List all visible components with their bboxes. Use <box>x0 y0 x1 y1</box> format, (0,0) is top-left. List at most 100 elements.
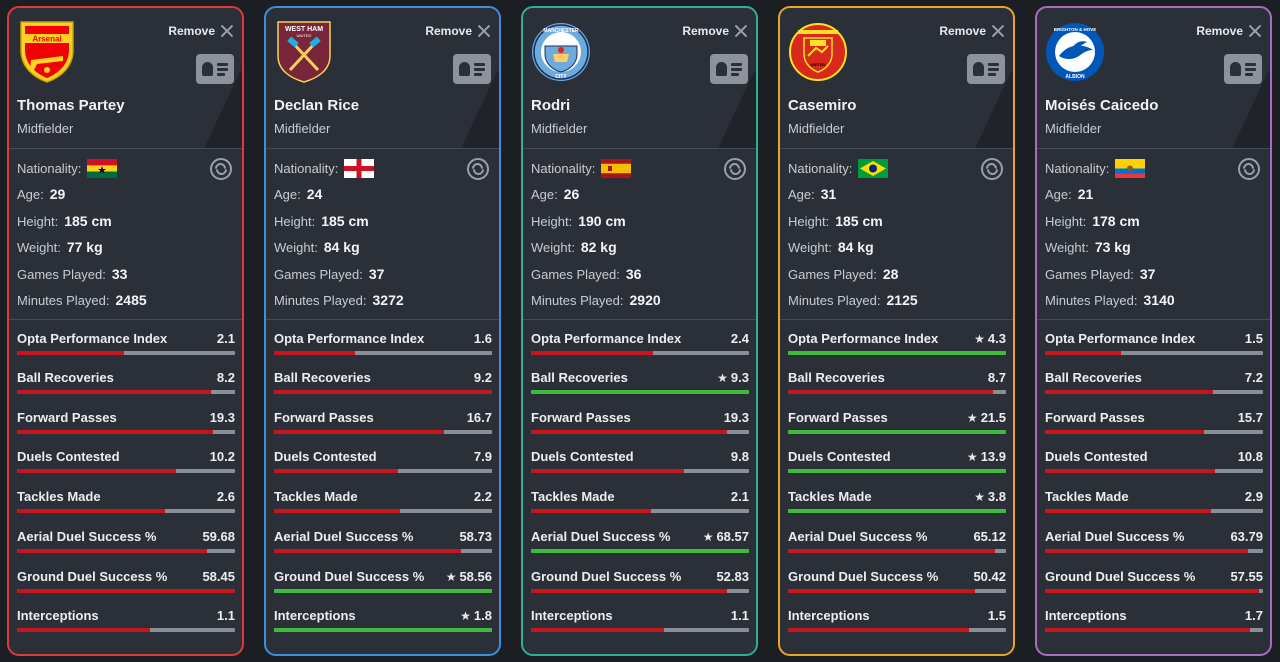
remove-button[interactable]: Remove <box>168 22 234 40</box>
minutes-value: 2125 <box>886 292 918 308</box>
remove-label: Remove <box>425 24 472 38</box>
stat-label: Aerial Duel Success % <box>788 529 928 544</box>
player-card: WEST HAM UNITED Remove Declan Rice Midfielde… <box>264 6 501 656</box>
nationality-row: Nationality: <box>788 158 889 178</box>
card-header: Arsenal Remove Thomas Partey Midfielder <box>9 8 242 148</box>
games-row: Games Played: 33 <box>17 264 127 284</box>
stat-label: Aerial Duel Success % <box>1045 529 1185 544</box>
stat-row: Ground Duel Success % 57.55 <box>1045 569 1263 603</box>
stat-row: Opta Performance Index 2.1 <box>17 331 235 365</box>
stat-value: ★ 13.9 <box>967 449 1006 464</box>
ecuador-flag-icon <box>1115 158 1146 178</box>
player-name[interactable]: Declan Rice <box>274 97 360 114</box>
stat-number: 68.57 <box>716 529 749 544</box>
stat-number: 4.3 <box>987 331 1006 346</box>
swap-player-icon[interactable] <box>210 158 232 180</box>
stat-bar <box>274 469 492 473</box>
stat-label: Tackles Made <box>788 489 872 504</box>
age-label: Age: <box>17 186 44 202</box>
stat-bar <box>531 549 749 553</box>
stat-number: 2.2 <box>473 489 492 504</box>
height-label: Height: <box>788 213 830 229</box>
stat-row: Tackles Made ★ 3.8 <box>788 489 1006 523</box>
player-name[interactable]: Casemiro <box>788 97 857 114</box>
stat-value: 50.42 <box>973 569 1006 584</box>
stat-row: Aerial Duel Success % ★ 68.57 <box>531 529 749 563</box>
stat-row: Ball Recoveries ★ 9.3 <box>531 370 749 404</box>
swap-player-icon[interactable] <box>724 158 746 180</box>
remove-button[interactable]: Remove <box>939 22 1005 40</box>
remove-button[interactable]: Remove <box>1196 22 1262 40</box>
stat-row: Opta Performance Index ★ 4.3 <box>788 331 1006 365</box>
games-label: Games Played: <box>17 266 106 282</box>
player-name[interactable]: Thomas Partey <box>17 97 125 114</box>
stat-label: Ball Recoveries <box>531 370 628 385</box>
swap-player-icon[interactable] <box>1238 158 1260 180</box>
player-name[interactable]: Rodri <box>531 97 571 114</box>
stat-label: Aerial Duel Success % <box>274 529 414 544</box>
stat-bar <box>531 628 749 632</box>
stat-row: Ground Duel Success % 52.83 <box>531 569 749 603</box>
age-value: 29 <box>49 186 66 202</box>
weight-label: Weight: <box>531 239 575 255</box>
id-card-icon[interactable] <box>710 54 748 84</box>
stat-bar <box>531 390 749 394</box>
england-flag-icon <box>344 158 375 178</box>
stat-label: Interceptions <box>17 608 99 623</box>
remove-label: Remove <box>168 24 215 38</box>
stat-bar <box>17 351 235 355</box>
player-name[interactable]: Moisés Caicedo <box>1045 97 1159 114</box>
stat-value: 7.9 <box>474 449 492 464</box>
id-card-icon[interactable] <box>967 54 1005 84</box>
weight-label: Weight: <box>788 239 832 255</box>
games-row: Games Played: 36 <box>531 264 641 284</box>
weight-row: Weight: 84 kg <box>788 237 874 257</box>
id-card-icon[interactable] <box>453 54 491 84</box>
stat-number: 9.2 <box>473 370 492 385</box>
stat-row: Ball Recoveries 9.2 <box>274 370 492 404</box>
stat-bar-fill <box>788 430 1006 434</box>
stat-number: 2.1 <box>216 331 235 346</box>
stat-row: Tackles Made 2.1 <box>531 489 749 523</box>
spain-flag-icon <box>601 158 632 178</box>
weight-value: 82 kg <box>580 239 617 255</box>
stat-bar <box>788 509 1006 513</box>
stat-number: 57.55 <box>1230 569 1263 584</box>
stat-value: 59.68 <box>202 529 235 544</box>
stat-label: Ball Recoveries <box>1045 370 1142 385</box>
height-value: 190 cm <box>578 213 626 229</box>
stat-value: ★ 3.8 <box>974 489 1006 504</box>
remove-label: Remove <box>1196 24 1243 38</box>
divider <box>780 148 1013 149</box>
age-row: Age: 21 <box>1045 184 1093 204</box>
stat-row: Ground Duel Success % 50.42 <box>788 569 1006 603</box>
stat-row: Forward Passes ★ 21.5 <box>788 410 1006 444</box>
stat-bar-fill <box>788 469 1006 473</box>
stat-value: ★ 21.5 <box>967 410 1006 425</box>
age-label: Age: <box>274 186 301 202</box>
remove-button[interactable]: Remove <box>682 22 748 40</box>
stat-label: Forward Passes <box>1045 410 1145 425</box>
stat-value: ★ 4.3 <box>974 331 1006 346</box>
stat-bar-fill <box>17 589 235 593</box>
stat-number: 65.12 <box>973 529 1006 544</box>
stat-label: Opta Performance Index <box>531 331 682 346</box>
minutes-label: Minutes Played: <box>788 292 881 308</box>
swap-player-icon[interactable] <box>467 158 489 180</box>
stat-label: Ground Duel Success % <box>531 569 682 584</box>
remove-button[interactable]: Remove <box>425 22 491 40</box>
close-icon <box>734 24 748 38</box>
id-card-icon[interactable] <box>196 54 234 84</box>
stat-row: Interceptions 1.1 <box>531 608 749 642</box>
stat-value: 2.1 <box>217 331 235 346</box>
stat-bar-fill <box>531 509 651 513</box>
stat-bar-fill <box>17 390 212 394</box>
swap-player-icon[interactable] <box>981 158 1003 180</box>
svg-text:CITY: CITY <box>555 74 567 80</box>
stat-number: 1.8 <box>473 608 492 623</box>
player-position: Midfielder <box>1045 121 1102 136</box>
games-label: Games Played: <box>274 266 363 282</box>
stat-value: 9.8 <box>731 449 749 464</box>
nationality-row: Nationality: <box>17 158 118 178</box>
id-card-icon[interactable] <box>1224 54 1262 84</box>
